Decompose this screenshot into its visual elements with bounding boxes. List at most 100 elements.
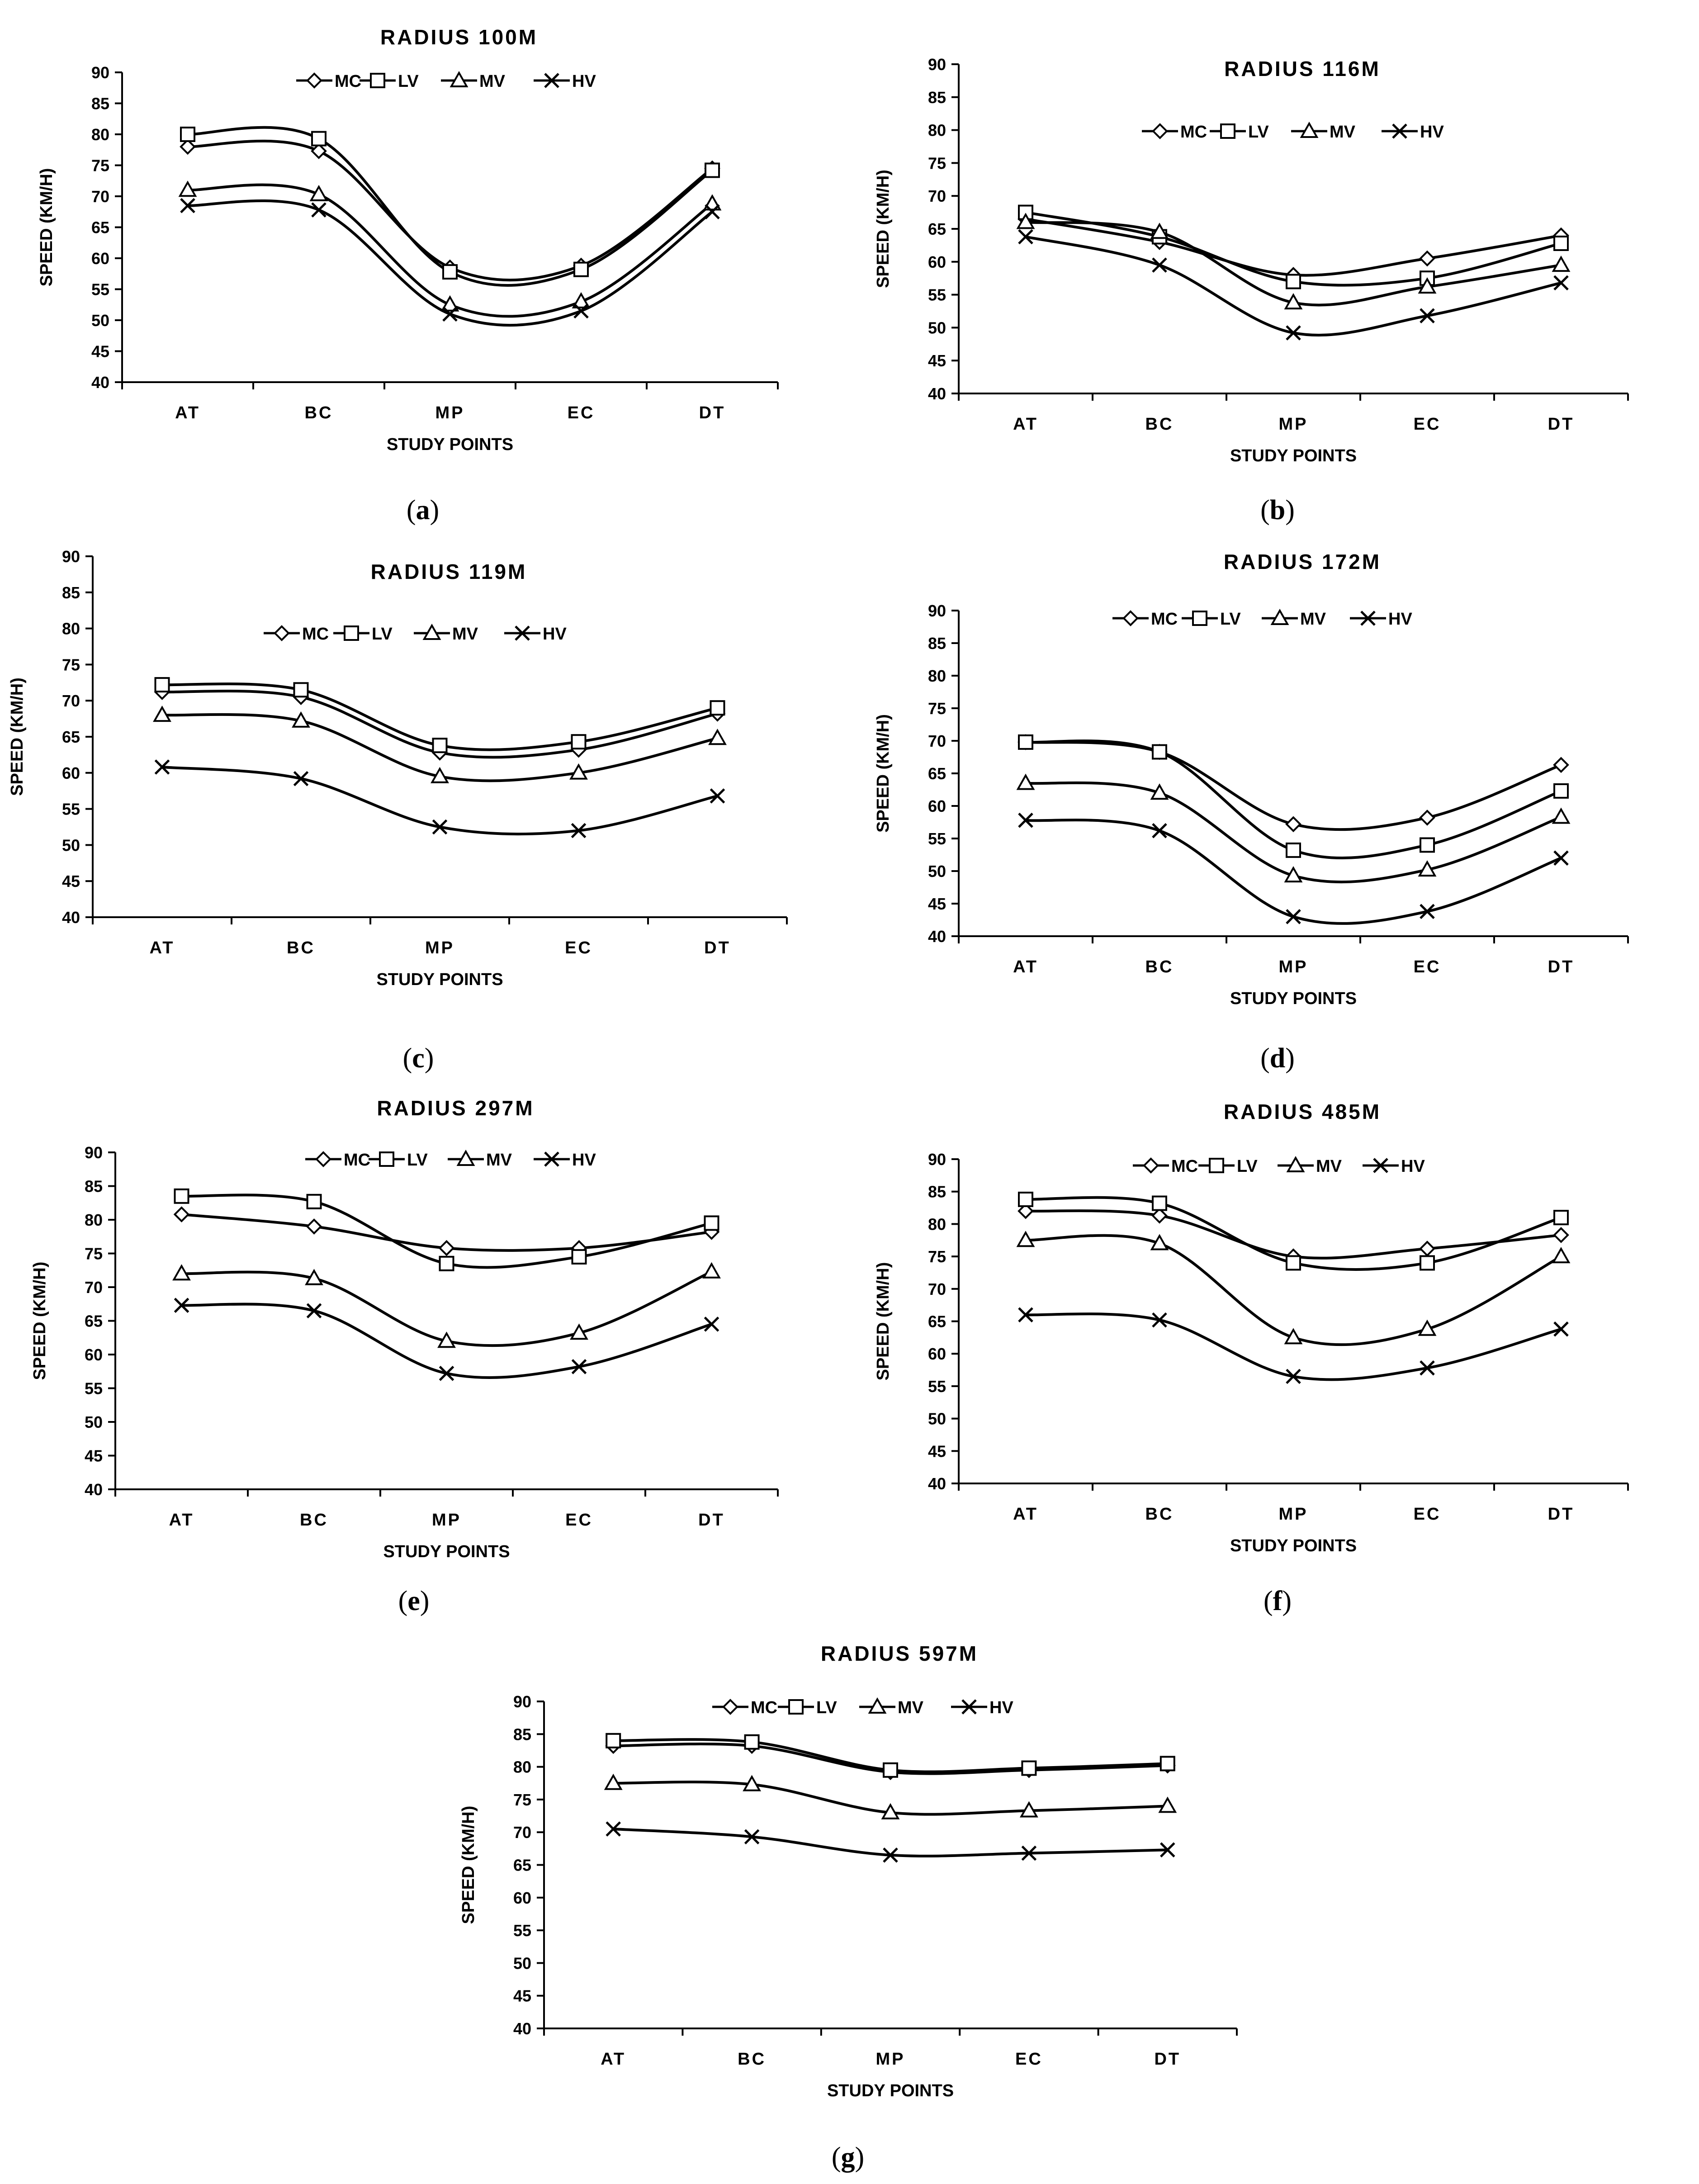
legend-marker-x xyxy=(1360,611,1376,626)
x-tick-label-ec: EC xyxy=(1414,415,1441,434)
legend-label: LV xyxy=(372,625,393,644)
chart-panel-c: 40 45 50 55 60 65 70 75 80 85 90 AT BC MP EC DT STUDY PO… xyxy=(8,547,788,1074)
data-point-lv-bc xyxy=(311,131,327,147)
y-tick-label: 60 xyxy=(85,1345,103,1364)
y-tick-label: 85 xyxy=(928,1183,946,1201)
data-point-hv-ec xyxy=(571,823,587,839)
data-point-lv-bc xyxy=(306,1194,322,1209)
panel-caption: (f) xyxy=(1264,1586,1292,1616)
data-point-mv-at xyxy=(178,180,197,197)
data-point-lv-ec xyxy=(571,1249,587,1265)
data-point-hv-ec xyxy=(1420,1360,1435,1376)
legend-item-lv: LV xyxy=(369,1151,428,1170)
data-point-hv-bc xyxy=(306,1303,322,1318)
y-tick-label: 65 xyxy=(928,764,946,783)
x-tick-label-dt: DT xyxy=(1548,957,1575,976)
data-point-hv-at xyxy=(174,1298,189,1313)
data-point-mv-ec xyxy=(1418,1319,1437,1336)
data-point-lv-mp xyxy=(1286,842,1301,858)
legend-marker-x xyxy=(1373,1158,1388,1173)
y-tick-label: 45 xyxy=(62,872,80,891)
data-point-lv-ec xyxy=(571,734,587,750)
y-tick-label: 55 xyxy=(928,1377,946,1396)
legend-label: HV xyxy=(989,1698,1013,1717)
y-tick-label: 70 xyxy=(513,1823,531,1842)
data-point-lv-mp xyxy=(1286,1255,1301,1271)
series-lv xyxy=(180,126,720,287)
data-point-lv-bc xyxy=(744,1734,760,1750)
legend-marker-square xyxy=(379,1151,394,1167)
series-line xyxy=(1025,221,1562,307)
y-tick-label: 65 xyxy=(62,728,80,746)
y-tick-label: 85 xyxy=(513,1725,531,1743)
x-tick-label-mp: MP xyxy=(435,403,465,422)
y-tick-label: 55 xyxy=(928,829,946,848)
legend-item-lv: LV xyxy=(1210,123,1269,142)
legend-label: MC xyxy=(344,1151,370,1170)
series-lv xyxy=(154,677,725,753)
data-point-hv-bc xyxy=(311,202,327,218)
y-tick-label: 85 xyxy=(928,634,946,653)
legend-item-mc: MC xyxy=(305,1151,370,1170)
data-point-lv-mp xyxy=(442,264,458,280)
data-point-hv-mp xyxy=(1286,1369,1301,1384)
data-point-mv-dt xyxy=(702,1262,721,1279)
data-point-mv-bc xyxy=(1150,1234,1169,1251)
legend-item-lv: LV xyxy=(1198,1157,1258,1176)
x-tick-label-ec: EC xyxy=(1414,1505,1441,1524)
legend-marker-diamond xyxy=(1152,123,1168,139)
legend-label: LV xyxy=(816,1698,837,1717)
data-point-hv-at xyxy=(1018,1307,1033,1322)
data-point-hv-dt xyxy=(1553,850,1569,866)
y-tick-label: 70 xyxy=(928,187,946,205)
data-point-lv-mp xyxy=(883,1762,898,1778)
legend-label: MC xyxy=(751,1698,777,1717)
y-tick-label: 60 xyxy=(928,797,946,815)
y-tick-label: 55 xyxy=(513,1921,531,1940)
y-tick-label: 90 xyxy=(928,55,946,74)
y-tick-label: 45 xyxy=(91,342,109,361)
series-lv xyxy=(1018,734,1569,860)
y-tick-label: 90 xyxy=(91,63,109,82)
panel-caption: (a) xyxy=(407,495,439,526)
legend: MC LV MV HV xyxy=(1142,121,1444,142)
x-axis-title: STUDY POINTS xyxy=(1230,1536,1357,1555)
x-tick-label-at: AT xyxy=(1013,415,1038,434)
x-tick-label-at: AT xyxy=(1013,1505,1038,1524)
y-tick-label: 50 xyxy=(62,836,80,854)
series-hv xyxy=(1018,1307,1569,1384)
y-tick-label: 55 xyxy=(91,280,109,299)
data-point-mv-mp xyxy=(1284,293,1303,310)
data-point-lv-mp xyxy=(439,1255,454,1271)
data-point-hv-dt xyxy=(1553,1321,1569,1337)
y-tick-label: 80 xyxy=(928,667,946,685)
x-tick-label-bc: BC xyxy=(300,1511,328,1530)
legend-marker-x xyxy=(1392,123,1407,139)
series-mv xyxy=(604,1773,1177,1819)
legend-item-lv: LV xyxy=(778,1698,837,1717)
x-tick-label-dt: DT xyxy=(1548,1505,1575,1524)
y-axis-title: SPEED (KM/H) xyxy=(459,1806,478,1924)
x-tick-label-bc: BC xyxy=(287,938,315,957)
data-point-lv-ec xyxy=(573,261,589,277)
legend-label: MV xyxy=(898,1698,924,1717)
data-point-mv-ec xyxy=(1418,277,1437,294)
y-tick-label: 80 xyxy=(513,1758,531,1777)
legend-label: MV xyxy=(1316,1157,1342,1176)
y-tick-label: 40 xyxy=(928,384,946,403)
data-point-mc-dt xyxy=(1553,757,1569,773)
x-tick-label-at: AT xyxy=(150,938,175,957)
data-point-mv-mp xyxy=(431,767,449,783)
data-point-lv-bc xyxy=(1152,744,1167,760)
caption-close: ) xyxy=(1285,1043,1295,1074)
y-tick-label: 45 xyxy=(928,351,946,370)
caption-open: ( xyxy=(398,1586,408,1616)
data-point-hv-bc xyxy=(293,771,309,786)
caption-close: ) xyxy=(1282,1586,1292,1616)
caption-letter: a xyxy=(416,495,430,526)
y-tick-label: 90 xyxy=(928,1150,946,1169)
y-tick-label: 50 xyxy=(928,862,946,881)
data-point-hv-at xyxy=(180,198,195,213)
legend-marker-square xyxy=(344,625,359,641)
y-tick-label: 75 xyxy=(85,1245,103,1263)
